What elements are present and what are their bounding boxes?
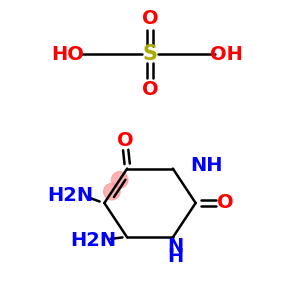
Circle shape — [103, 183, 120, 200]
Text: O: O — [142, 10, 158, 28]
Text: HO: HO — [51, 45, 84, 64]
Text: H: H — [168, 247, 184, 266]
Text: OH: OH — [210, 45, 243, 64]
Text: H2N: H2N — [70, 231, 116, 250]
Circle shape — [111, 172, 128, 188]
Text: NH: NH — [190, 156, 223, 175]
Text: O: O — [217, 194, 233, 212]
Text: H2N: H2N — [47, 186, 94, 205]
Text: O: O — [117, 131, 134, 150]
Text: S: S — [142, 44, 158, 64]
Text: O: O — [142, 80, 158, 99]
Text: N: N — [168, 237, 184, 256]
